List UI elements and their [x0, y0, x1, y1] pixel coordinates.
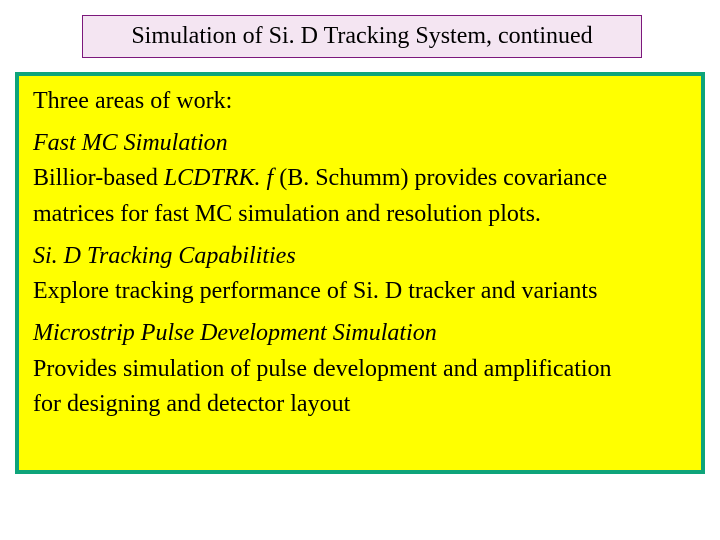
microstrip-text-line1: Provides simulation of pulse development…: [33, 354, 687, 386]
slide: Simulation of Si. D Tracking System, con…: [0, 0, 720, 540]
fast-mc-text-line1: Billior-based LCDTRK. f (B. Schumm) prov…: [33, 163, 687, 195]
text-span: Billior-based: [33, 165, 164, 191]
code-name: LCDTRK. f: [164, 165, 279, 191]
section-heading-tracking: Si. D Tracking Capabilities: [33, 241, 687, 273]
section-heading-microstrip: Microstrip Pulse Development Simulation: [33, 318, 687, 350]
intro-line: Three areas of work:: [33, 86, 687, 118]
text-span: (B. Schumm) provides covariance: [279, 165, 607, 191]
section-heading-fast-mc: Fast MC Simulation: [33, 128, 687, 160]
slide-title: Simulation of Si. D Tracking System, con…: [82, 15, 642, 58]
slide-content-box: Three areas of work: Fast MC Simulation …: [15, 72, 705, 474]
tracking-text-line1: Explore tracking performance of Si. D tr…: [33, 276, 687, 308]
microstrip-text-line2: for designing and detector layout: [33, 389, 687, 421]
fast-mc-text-line2: matrices for fast MC simulation and reso…: [33, 199, 687, 231]
